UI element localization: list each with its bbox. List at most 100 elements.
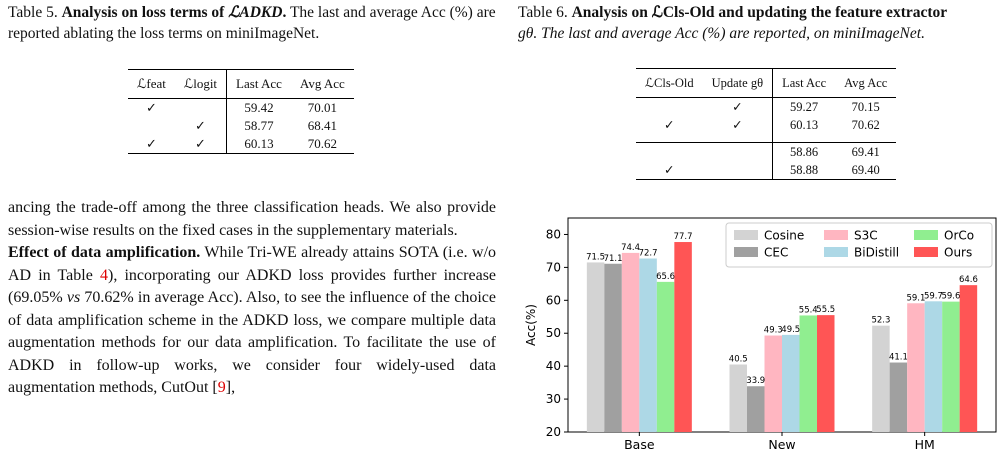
legend-swatch (824, 230, 848, 240)
bar-value-label: 33.9 (746, 376, 765, 386)
table5-caption: Table 5. Analysis on loss terms of ℒADKD… (8, 4, 496, 42)
paragraph-text: 70.62% in average Acc). Also, to see the… (8, 289, 497, 396)
table6-header: Avg Acc (835, 68, 897, 98)
table-cell: 70.15 (851, 99, 880, 114)
bar-value-label: 59.7 (924, 291, 943, 301)
x-tick-label: Base (624, 437, 655, 452)
x-tick-label: HM (915, 437, 935, 452)
table-cell: ✓ (194, 118, 206, 133)
table-cell: 58.88 (772, 161, 836, 180)
bar (674, 242, 692, 432)
bar (729, 364, 747, 432)
table-cell: ✓ (636, 161, 703, 180)
bar-value-label: 77.7 (674, 232, 693, 242)
table-row: ✓ 58.88 69.40 (636, 161, 897, 180)
paragraph-text: ], (225, 379, 236, 396)
vs-text: vs (66, 289, 81, 306)
y-tick-label: 30 (546, 392, 561, 406)
bar (782, 334, 800, 432)
table5-header: ℒlogit (174, 69, 227, 99)
bar (604, 263, 622, 432)
table-cell (636, 142, 703, 161)
body-text: ancing the trade-off among the three cla… (8, 197, 496, 400)
table5-header: Avg Acc (290, 69, 354, 99)
bar-value-label: 41.1 (889, 353, 908, 363)
table-cell (702, 161, 773, 180)
legend-swatch (914, 247, 938, 257)
bar (817, 315, 835, 432)
table-cell: 59.42 (226, 98, 291, 117)
bar-value-label: 55.5 (816, 305, 835, 315)
bar-value-label: 71.5 (586, 252, 605, 262)
legend-swatch (824, 247, 848, 257)
table-cell: ✓ (732, 100, 743, 114)
legend-label: CEC (764, 246, 788, 260)
bar (639, 258, 657, 432)
y-tick-label: 40 (546, 359, 561, 373)
table-cell: 69.41 (835, 142, 897, 161)
table-cell: 58.77 (226, 117, 291, 135)
table5-caption-loss: ℒADKD (228, 4, 283, 21)
y-tick-label: 60 (546, 293, 561, 307)
table-cell: 59.27 (772, 97, 836, 116)
table-row: ✓ ✓ 60.13 70.62 (636, 116, 896, 134)
table-cell: 60.13 (226, 135, 291, 154)
table6-header: ℒCls-Old (636, 68, 703, 98)
table-ref-link[interactable]: 4 (99, 266, 108, 284)
table5-caption-prefix: Table 5. (8, 4, 58, 21)
table-cell: 68.41 (307, 118, 337, 133)
table6: ℒCls-Old Update gθ Last Acc Avg Acc ✓ 59… (636, 68, 897, 180)
table6-caption-prefix: Table 6. (518, 4, 568, 21)
left-column: Table 5. Analysis on loss terms of ℒADKD… (0, 0, 496, 396)
citation-link[interactable]: 9 (217, 379, 226, 396)
table-cell: 70.01 (307, 100, 337, 115)
table-cell (128, 117, 175, 135)
bar-value-label: 72.7 (639, 248, 658, 258)
bar-value-label: 59.1 (906, 293, 925, 303)
bar (764, 335, 782, 432)
bar-chart: 20 30 40 50 60 70 80 Acc(%) 71.571.174.472.7 65.6… (524, 217, 997, 452)
table-row: ✓ ✓ 60.13 70.62 (128, 135, 354, 154)
bar-value-label: 74.4 (621, 243, 640, 253)
bar-value-label: 55.4 (799, 305, 818, 315)
bar (942, 301, 960, 432)
table-cell: 70.62 (290, 135, 354, 154)
table-cell: 58.86 (772, 142, 836, 161)
table6-caption-bold: Analysis on ℒCls-Old and updating the fe… (571, 4, 948, 21)
table-cell (702, 142, 773, 161)
table6-caption-rest: gθ. The last and average Acc (%) are rep… (518, 25, 925, 42)
table-cell: 60.13 (772, 116, 836, 134)
bar-value-label: 65.6 (656, 272, 675, 282)
x-tick-label: New (768, 437, 795, 452)
table-cell (636, 98, 703, 117)
table-cell: ✓ (664, 118, 675, 132)
bar-value-label: 71.1 (604, 254, 623, 264)
legend-swatch (914, 230, 938, 240)
paragraph-text: ), incorporating our ADKD loss provides … (8, 266, 497, 307)
legend-label: S3C (854, 229, 878, 243)
table-cell (175, 99, 227, 118)
table5-header: Last Acc (226, 69, 291, 99)
bar (907, 303, 925, 432)
legend-swatch (734, 230, 758, 240)
table-cell: 70.62 (851, 117, 880, 132)
legend-label: OrCo (944, 229, 974, 243)
table6-caption: Table 6. Analysis on ℒCls-Old and updati… (516, 0, 1002, 44)
table-cell: ✓ (174, 135, 227, 154)
legend-label: BiDistill (854, 246, 899, 260)
table-cell: ✓ (128, 135, 175, 154)
bar (799, 315, 817, 432)
table5-header: ℒfeat (128, 69, 175, 99)
bar-value-label: 52.3 (871, 316, 890, 326)
y-tick-label: 50 (546, 326, 561, 340)
table-cell: ✓ (732, 118, 743, 132)
table5: ℒfeat ℒlogit Last Acc Avg Acc ✓ 59.42 70… (128, 69, 354, 154)
bar (656, 281, 675, 432)
bar (586, 262, 605, 432)
table-gap-row (636, 134, 896, 143)
paragraph-1: ancing the trade-off among the three cla… (8, 199, 496, 239)
bar (889, 362, 908, 432)
table5-caption-rest: The last and average Acc (%) are reporte… (8, 4, 496, 42)
bar-value-label: 40.5 (729, 355, 748, 365)
table-row: ✓ 58.77 68.41 (128, 117, 354, 135)
